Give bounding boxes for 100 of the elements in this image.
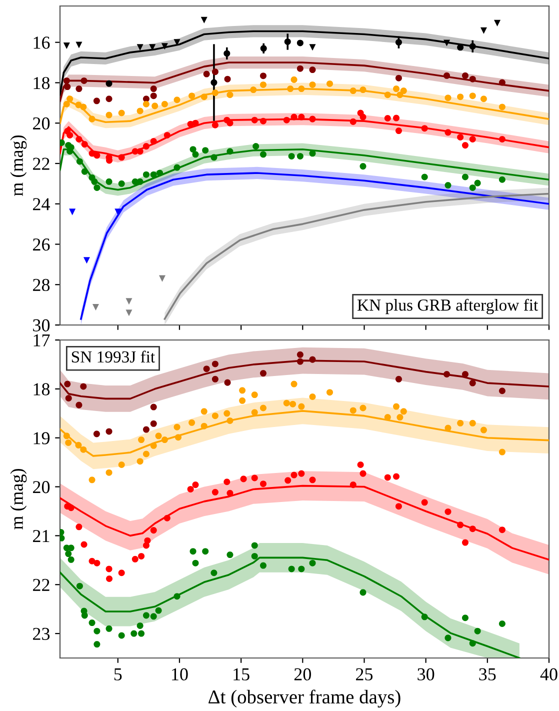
- point: [260, 370, 266, 377]
- point: [224, 410, 230, 417]
- point: [260, 562, 266, 569]
- x-tick-label: 15: [234, 668, 250, 680]
- point: [142, 100, 150, 108]
- y-tick-label: 21: [33, 530, 50, 542]
- point: [260, 81, 266, 88]
- point: [309, 66, 316, 74]
- point: [212, 68, 218, 76]
- point: [142, 450, 150, 458]
- y-tick-label: 28: [33, 278, 50, 292]
- point: [498, 620, 506, 628]
- point: [400, 88, 407, 94]
- point: [469, 380, 476, 386]
- point: [226, 148, 234, 155]
- point: [224, 76, 231, 82]
- point: [393, 86, 400, 92]
- point: [64, 84, 71, 90]
- point: [212, 488, 218, 496]
- x-tick-label: 10: [172, 668, 188, 680]
- point: [421, 125, 428, 132]
- point: [93, 98, 100, 104]
- point: [469, 640, 476, 647]
- point: [226, 490, 234, 496]
- point: [224, 379, 231, 386]
- point: [192, 120, 199, 126]
- point: [469, 92, 476, 100]
- point: [309, 356, 316, 363]
- y-tick-label: 26: [33, 238, 50, 251]
- point: [326, 80, 334, 87]
- point: [462, 72, 468, 79]
- point: [76, 524, 82, 530]
- point: [462, 614, 468, 622]
- point: [457, 94, 464, 100]
- point: [188, 419, 196, 426]
- point: [202, 548, 209, 555]
- y-tick-label: 24: [33, 198, 50, 210]
- point: [212, 412, 218, 420]
- point: [212, 90, 218, 96]
- point: [106, 178, 112, 185]
- y-axis-title: m (mag): [10, 135, 27, 196]
- point: [68, 544, 74, 552]
- point: [239, 397, 246, 404]
- point: [296, 358, 304, 365]
- y-tick-label: 22: [33, 578, 50, 591]
- point: [444, 370, 450, 378]
- point: [80, 77, 88, 84]
- x-tick-label: 5: [114, 668, 122, 680]
- point: [298, 403, 305, 410]
- point: [106, 566, 112, 572]
- x-tick-label: 25: [356, 668, 373, 680]
- point: [290, 76, 298, 83]
- point: [76, 158, 83, 165]
- point: [296, 65, 304, 72]
- point: [357, 461, 364, 468]
- point: [480, 27, 487, 34]
- point: [150, 420, 157, 427]
- point: [161, 436, 168, 444]
- point: [142, 171, 150, 178]
- point: [63, 432, 70, 440]
- point: [298, 86, 305, 92]
- point: [457, 522, 464, 528]
- point: [65, 550, 72, 558]
- point: [226, 417, 234, 424]
- point: [395, 376, 402, 382]
- point: [250, 86, 257, 94]
- x-tick-label: 30: [418, 668, 434, 680]
- point: [498, 104, 506, 110]
- point: [469, 76, 476, 82]
- point: [118, 461, 125, 468]
- y-axis-title: m (mag): [10, 468, 27, 530]
- point: [395, 128, 402, 134]
- point: [136, 44, 144, 51]
- x-tick-label: 40: [540, 668, 558, 680]
- point: [309, 150, 316, 157]
- point: [88, 476, 96, 484]
- x-tick-label: 35: [479, 668, 496, 680]
- point: [350, 482, 356, 488]
- point: [202, 147, 209, 154]
- point: [63, 42, 70, 50]
- point: [212, 122, 218, 128]
- annotation: KN plus GRB afterglow fit: [357, 298, 538, 314]
- point: [224, 478, 230, 486]
- point: [136, 148, 144, 155]
- point: [192, 560, 199, 566]
- point: [136, 178, 144, 185]
- point: [480, 96, 487, 102]
- point: [94, 184, 100, 191]
- point: [118, 180, 125, 187]
- y-tick-label: 22: [33, 158, 50, 170]
- point: [152, 102, 158, 110]
- point: [158, 275, 166, 282]
- y-tick-label: 20: [33, 481, 50, 494]
- point: [251, 392, 258, 398]
- point: [63, 77, 70, 84]
- y-tick-label: 23: [33, 628, 50, 640]
- point: [260, 404, 266, 412]
- point: [494, 20, 501, 26]
- y-tick-label: 16: [34, 36, 50, 49]
- point: [106, 625, 112, 632]
